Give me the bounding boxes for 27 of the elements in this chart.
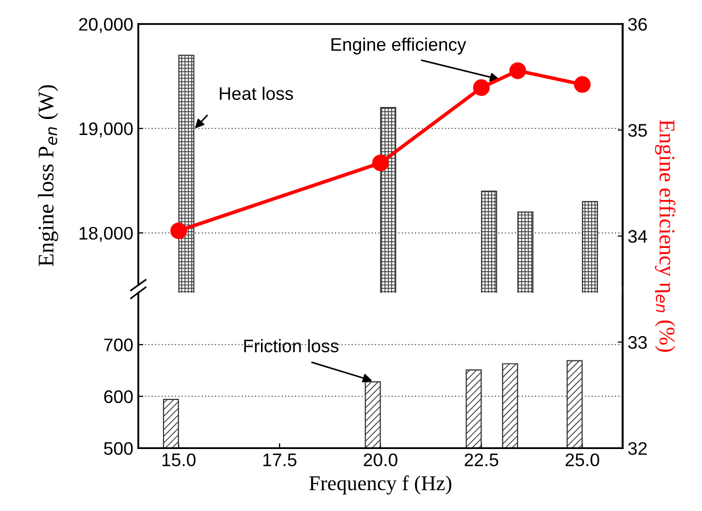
y2-tick-label: 36: [628, 18, 647, 31]
y-tick-label: 20,000: [79, 18, 133, 33]
y2-tick-label: 32: [628, 442, 647, 455]
y-tick-label: 18,000: [80, 226, 133, 242]
point: [509, 62, 526, 80]
y-tick-label: 700: [104, 338, 133, 352]
y-axis-title: Engine loss P$_{en}$ (W): [38, 85, 58, 266]
x-tick-label: 22.5: [464, 453, 498, 466]
x-tick-label: 25.0: [566, 453, 600, 466]
x-tick-label: 15.0: [162, 453, 196, 466]
annotation: Friction loss: [244, 339, 338, 352]
y2-tick-label: 33: [628, 336, 647, 349]
y2-tick-label: 35: [628, 124, 647, 137]
y2-axis-title: Engine efficiency η$_{en}$ (%): [654, 120, 676, 352]
point: [170, 222, 187, 240]
y2-tick-label: 34: [628, 230, 648, 243]
x-tick-label: 20.0: [364, 453, 398, 466]
annotation: Heat loss: [220, 86, 294, 100]
x-axis-title: Frequency f (Hz): [309, 475, 452, 495]
y-tick-label: 19,000: [80, 122, 133, 138]
x-tick-label: 17.5: [263, 454, 296, 466]
y-tick-label: 500: [104, 442, 133, 455]
y-tick-label: 600: [104, 390, 133, 404]
annotation: Engine efficiency: [332, 38, 466, 54]
point: [473, 79, 490, 96]
point: [372, 154, 389, 172]
point: [574, 76, 591, 93]
